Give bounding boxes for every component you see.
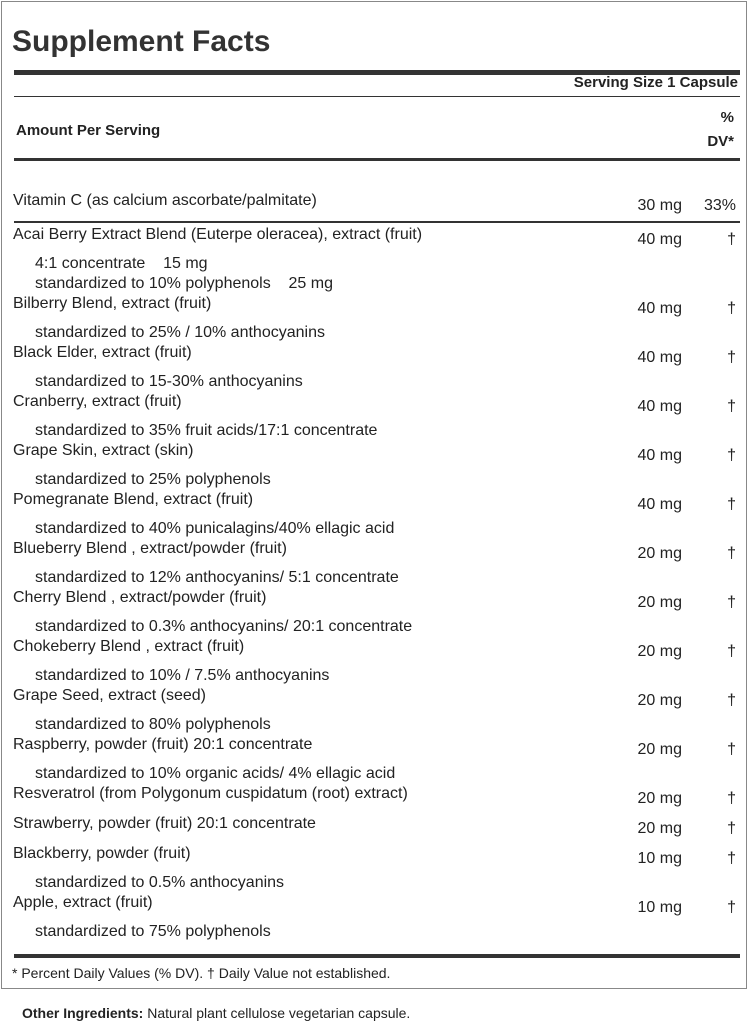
ingredient-name: Cherry Blend , extract/powder (fruit) [13,589,267,606]
ingredient-detail: standardized to 25% / 10% anthocyanins [35,324,325,341]
ingredient-amount: 40 mg [637,300,682,317]
ingredient-dv: † [727,790,736,807]
ingredient-dv: † [727,398,736,415]
ingredient-amount: 10 mg [637,899,682,916]
ingredient-name: Blackberry, powder (fruit) [13,845,191,862]
rule [14,96,740,97]
ingredient-dv: † [727,741,736,758]
ingredient-amount: 40 mg [637,447,682,464]
other-ingredients-text: Natural plant cellulose vegetarian capsu… [147,1005,411,1021]
facts-panel: Supplement Facts Serving Size 1 Capsule … [1,1,747,989]
ingredient-dv: † [727,899,736,916]
thick-rule [14,954,740,958]
ingredient-detail: standardized to 10% / 7.5% anthocyanins [35,667,330,684]
ingredient-dv: † [727,643,736,660]
ingredient-amount: 20 mg [637,545,682,562]
ingredient-amount: 40 mg [637,496,682,513]
ingredient-amount: 40 mg [637,349,682,366]
ingredient-detail: standardized to 0.3% anthocyanins/ 20:1 … [35,618,413,635]
ingredient-detail: standardized to 25% polyphenols [35,471,271,488]
ingredient-name: Raspberry, powder (fruit) 20:1 concentra… [13,736,313,753]
ingredient-detail: standardized to 15-30% anthocyanins [35,373,303,390]
ingredient-dv: † [727,545,736,562]
dv-header: DV* [707,133,734,150]
ingredient-name: Blueberry Blend , extract/powder (fruit) [13,540,287,557]
ingredient-name: Chokeberry Blend , extract (fruit) [13,638,245,655]
rule [14,221,740,223]
ingredient-detail: standardized to 75% polyphenols [35,923,271,940]
title: Supplement Facts [12,25,271,58]
ingredient-detail: standardized to 0.5% anthocyanins [35,874,285,891]
ingredient-name: Cranberry, extract (fruit) [13,393,182,410]
ingredient-dv: † [727,850,736,867]
ingredient-amount: 20 mg [637,643,682,660]
ingredient-dv: † [727,231,736,248]
ingredient-name: Grape Skin, extract (skin) [13,442,194,459]
other-ingredients: Other Ingredients: Natural plant cellulo… [22,1003,410,1023]
ingredient-amount: 30 mg [637,197,682,214]
ingredient-amount: 10 mg [637,850,682,867]
serving-size: Serving Size 1 Capsule [573,74,738,91]
ingredient-amount: 20 mg [637,820,682,837]
ingredient-dv: † [727,447,736,464]
ingredient-amount: 20 mg [637,790,682,807]
ingredient-name: Bilberry Blend, extract (fruit) [13,295,212,312]
ingredient-dv: † [727,820,736,837]
ingredient-dv: † [727,496,736,513]
ingredient-detail: standardized to 10% organic acids/ 4% el… [35,765,396,782]
thick-rule [14,158,740,161]
amount-per-serving: Amount Per Serving [16,122,161,139]
dv-header: % [720,109,734,126]
footnote: * Percent Daily Values (% DV). † Daily V… [12,965,391,981]
other-ingredients-label: Other Ingredients: [22,1005,144,1021]
thick-rule [14,70,740,75]
ingredient-name: Grape Seed, extract (seed) [13,687,206,704]
ingredient-dv: † [727,594,736,611]
ingredient-dv: † [727,692,736,709]
ingredient-name: Black Elder, extract (fruit) [13,344,192,361]
ingredient-detail: standardized to 10% polyphenols 25 mg [35,275,333,292]
ingredient-amount: 40 mg [637,398,682,415]
ingredient-name: Acai Berry Extract Blend (Euterpe olerac… [13,226,423,243]
ingredient-detail: standardized to 40% punicalagins/40% ell… [35,520,395,537]
ingredient-amount: 20 mg [637,692,682,709]
ingredient-name: Resveratrol (from Polygonum cuspidatum (… [13,785,408,802]
ingredient-dv: † [727,300,736,317]
ingredient-name: Pomegranate Blend, extract (fruit) [13,491,254,508]
ingredient-amount: 20 mg [637,741,682,758]
ingredient-detail: standardized to 35% fruit acids/17:1 con… [35,422,378,439]
ingredient-dv: 33% [703,197,736,214]
ingredient-detail: standardized to 12% anthocyanins/ 5:1 co… [35,569,399,586]
ingredient-name: Strawberry, powder (fruit) 20:1 concentr… [13,815,316,832]
ingredient-name: Apple, extract (fruit) [13,894,153,911]
ingredient-detail: standardized to 80% polyphenols [35,716,271,733]
ingredient-amount: 20 mg [637,594,682,611]
ingredient-dv: † [727,349,736,366]
ingredient-detail: 4:1 concentrate 15 mg [35,255,208,272]
ingredient-amount: 40 mg [637,231,682,248]
ingredient-name: Vitamin C (as calcium ascorbate/palmitat… [13,192,317,209]
